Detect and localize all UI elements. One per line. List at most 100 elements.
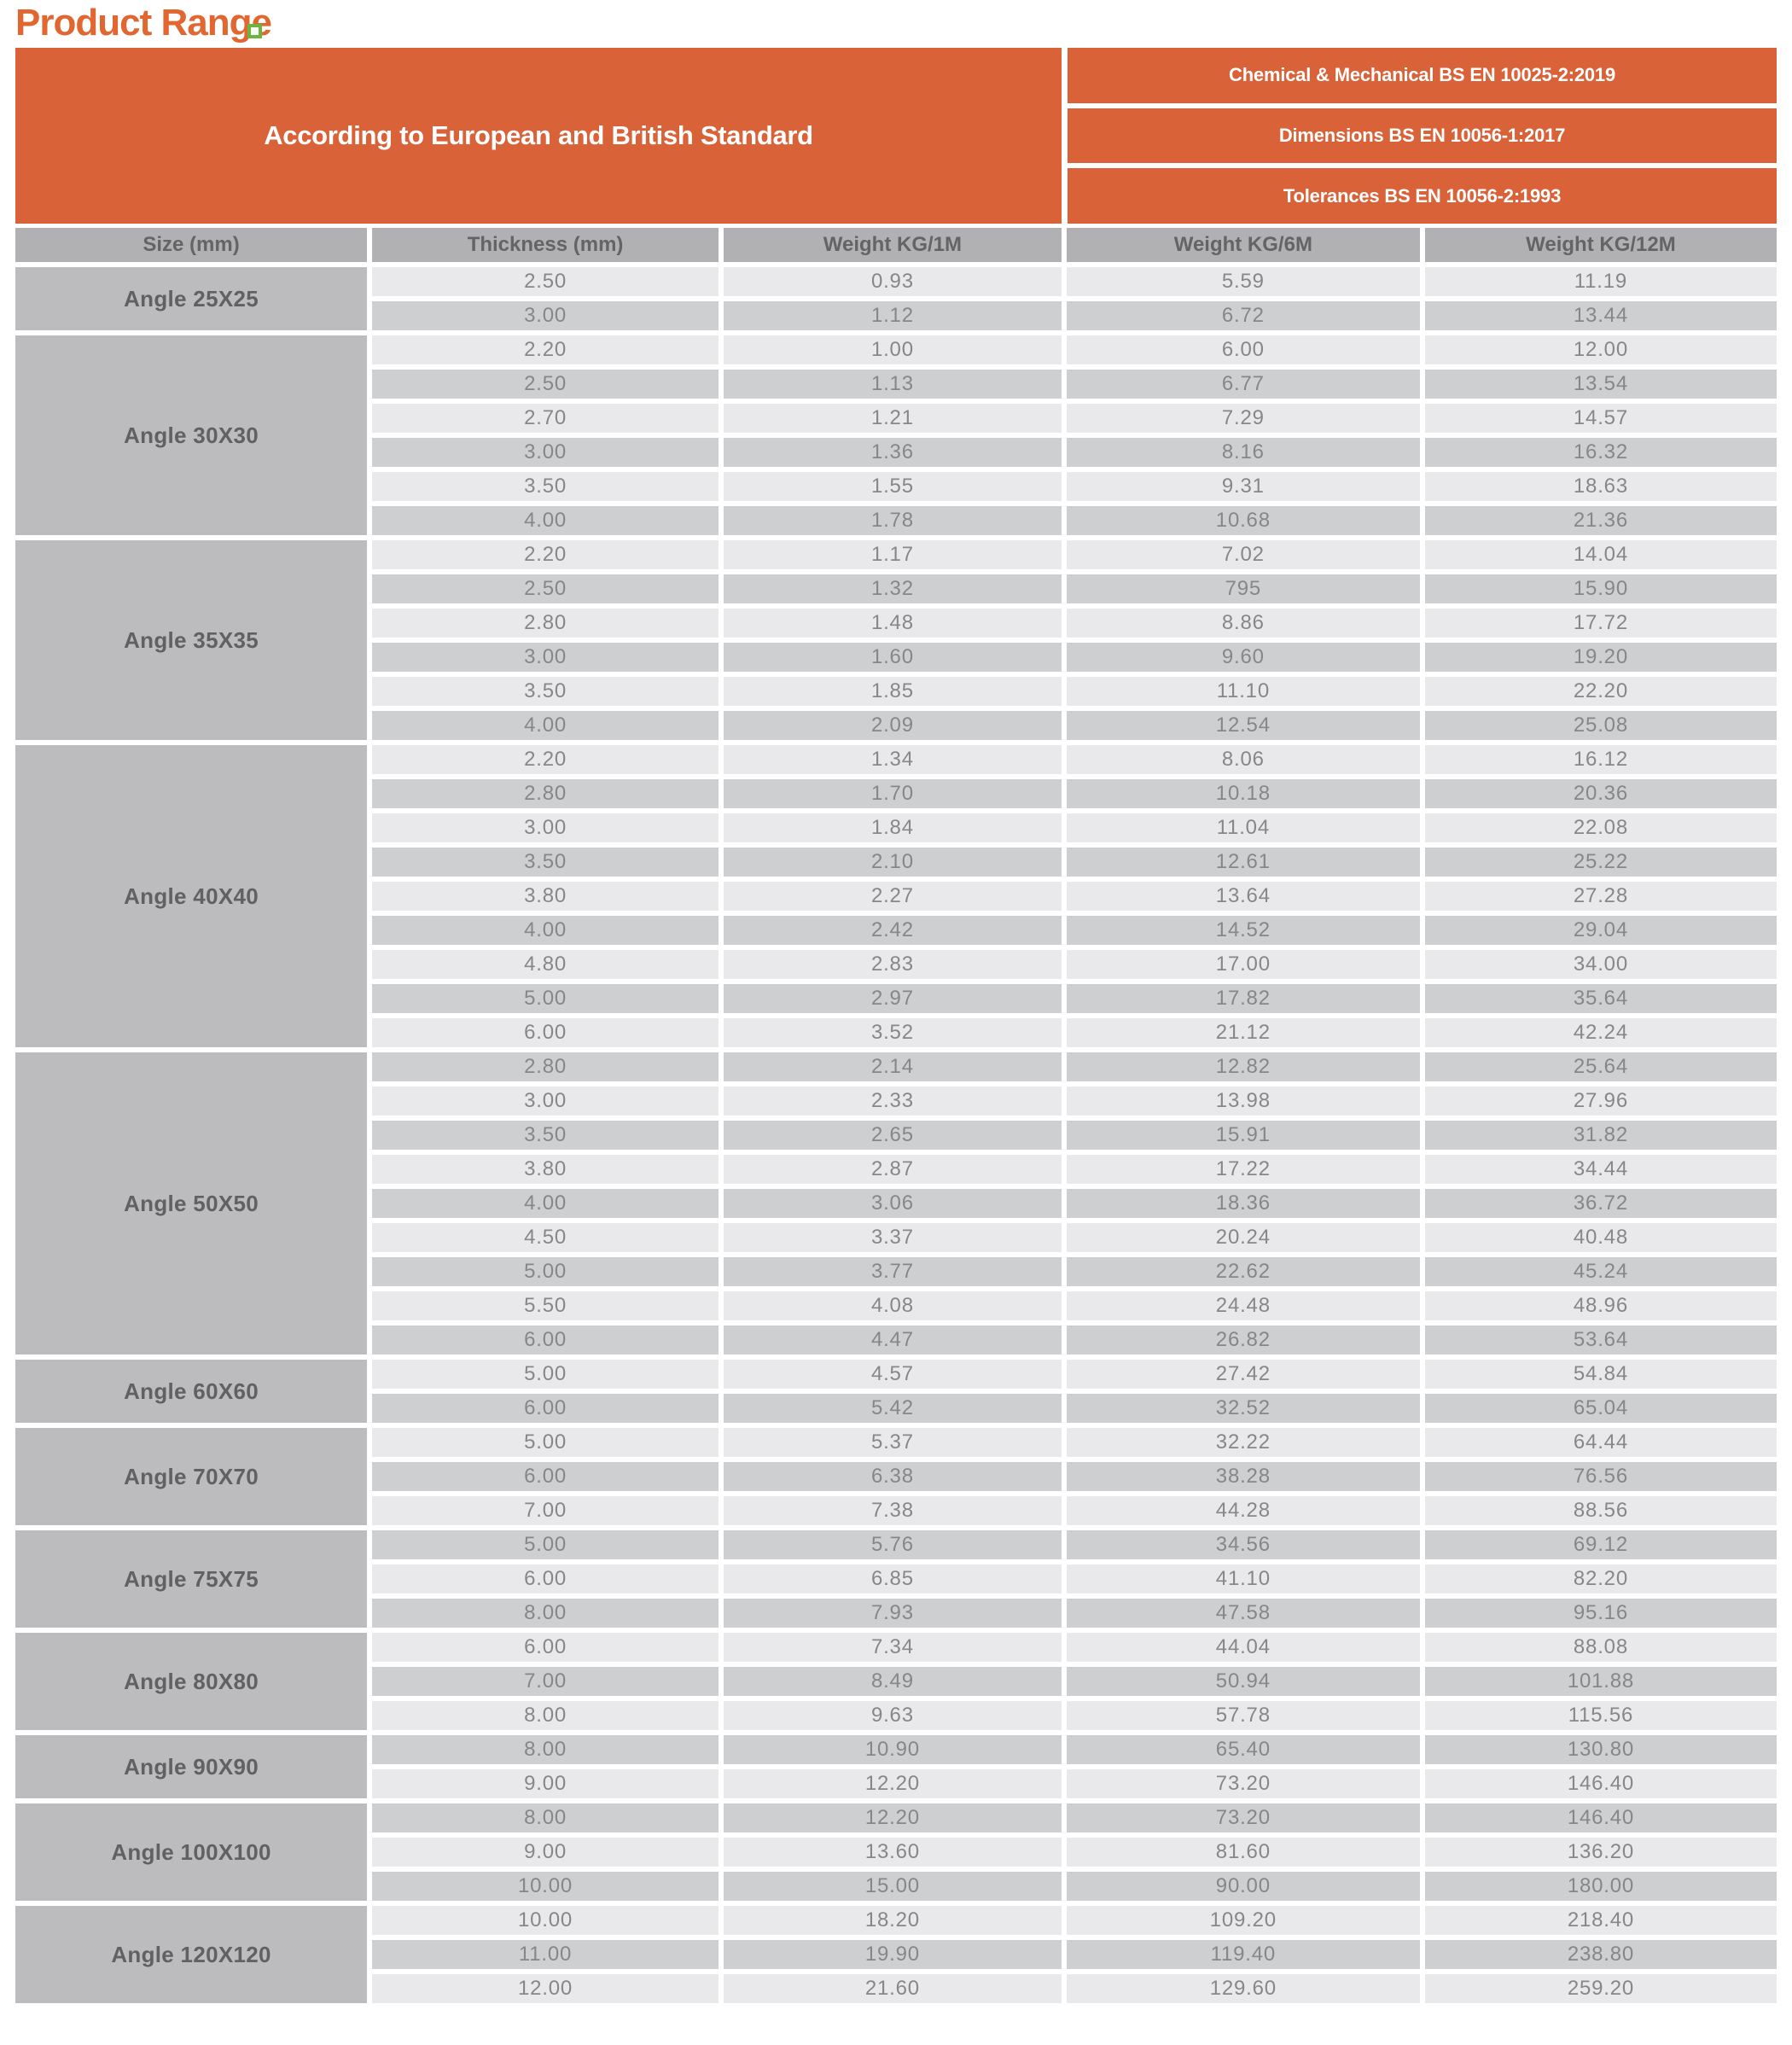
weight-1m-cell: 2.65: [724, 1121, 1062, 1150]
thickness-cell: 9.00: [372, 1769, 719, 1798]
thickness-cell: 5.00: [372, 984, 719, 1013]
weight-1m-cell: 1.70: [724, 779, 1062, 808]
table-row: 12.00 21.60 129.60 259.20: [15, 1974, 1777, 2003]
weight-12m-cell: 15.90: [1424, 574, 1777, 603]
weight-6m-cell: 10.18: [1066, 779, 1420, 808]
table-row: 2.70 1.21 7.29 14.57: [15, 404, 1777, 433]
weight-6m-cell: 109.20: [1066, 1906, 1420, 1935]
column-header-thickness: Thickness (mm): [372, 228, 719, 262]
thickness-cell: 2.80: [372, 1052, 719, 1081]
table-row: Angle 35X35 2.20 1.17 7.02 14.04: [15, 540, 1777, 740]
weight-1m-cell: 6.85: [724, 1564, 1062, 1593]
table-row: 6.00 4.47 26.82 53.64: [15, 1325, 1777, 1355]
weight-1m-cell: 1.85: [724, 677, 1062, 706]
size-group-cell: Angle 80X80: [15, 1633, 368, 1730]
weight-12m-cell: 146.40: [1424, 1803, 1777, 1832]
table-row: 6.00 6.85 41.10 82.20: [15, 1564, 1777, 1593]
table-row: Angle 80X80 6.00 7.34 44.04 88.08: [15, 1633, 1777, 1730]
table-row: 2.50 1.13 6.77 13.54: [15, 370, 1777, 399]
weight-6m-cell: 65.40: [1066, 1735, 1420, 1764]
weight-6m-cell: 11.10: [1066, 677, 1420, 706]
weight-1m-cell: 1.36: [724, 438, 1062, 467]
weight-6m-cell: 9.31: [1066, 472, 1420, 501]
weight-6m-cell: 47.58: [1066, 1599, 1420, 1628]
column-header-row: Size (mm) Thickness (mm) Weight KG/1M We…: [15, 228, 1777, 262]
weight-6m-cell: 8.86: [1066, 609, 1420, 638]
weight-6m-cell: 44.04: [1066, 1633, 1420, 1662]
weight-1m-cell: 5.37: [724, 1428, 1062, 1457]
weight-1m-cell: 0.93: [724, 267, 1062, 296]
weight-1m-cell: 1.21: [724, 404, 1062, 433]
standards-list: Chemical & Mechanical BS EN 10025-2:2019…: [1068, 48, 1777, 224]
table-row: 3.00 2.33 13.98 27.96: [15, 1087, 1777, 1116]
weight-12m-cell: 16.12: [1424, 745, 1777, 774]
weight-1m-cell: 1.13: [724, 370, 1062, 399]
weight-6m-cell: 8.06: [1066, 745, 1420, 774]
thickness-cell: 9.00: [372, 1838, 719, 1867]
weight-12m-cell: 25.22: [1424, 848, 1777, 877]
thickness-cell: 3.50: [372, 472, 719, 501]
weight-12m-cell: 19.20: [1424, 643, 1777, 672]
table-row: Angle 100X100 8.00 12.20 73.20 146.40: [15, 1803, 1777, 1901]
weight-6m-cell: 32.52: [1066, 1394, 1420, 1423]
thickness-cell: 7.00: [372, 1496, 719, 1525]
weight-1m-cell: 7.34: [724, 1633, 1062, 1662]
weight-1m-cell: 7.38: [724, 1496, 1062, 1525]
weight-12m-cell: 13.44: [1424, 301, 1777, 330]
weight-1m-cell: 9.63: [724, 1701, 1062, 1730]
weight-1m-cell: 1.32: [724, 574, 1062, 603]
table-row: 5.00 3.77 22.62 45.24: [15, 1257, 1777, 1286]
table-row: Angle 40X40 2.20 1.34 8.06 16.12: [15, 745, 1777, 1047]
weight-1m-cell: 2.42: [724, 916, 1062, 945]
weight-1m-cell: 1.60: [724, 643, 1062, 672]
table-row: Angle 75X75 5.00 5.76 34.56 69.12: [15, 1530, 1777, 1628]
weight-6m-cell: 10.68: [1066, 506, 1420, 535]
weight-6m-cell: 12.82: [1066, 1052, 1420, 1081]
thickness-cell: 6.00: [372, 1018, 719, 1047]
standard-row-dimensions: Dimensions BS EN 10056-1:2017: [1068, 108, 1777, 164]
size-group-cell: Angle 90X90: [15, 1735, 368, 1798]
weight-1m-cell: 3.52: [724, 1018, 1062, 1047]
weight-1m-cell: 4.47: [724, 1325, 1062, 1355]
table-header-banner: According to European and British Standa…: [15, 48, 1777, 224]
thickness-cell: 2.80: [372, 609, 719, 638]
weight-12m-cell: 65.04: [1424, 1394, 1777, 1423]
thickness-cell: 2.20: [372, 335, 719, 364]
weight-12m-cell: 34.44: [1424, 1155, 1777, 1184]
weight-12m-cell: 14.04: [1424, 540, 1777, 569]
weight-6m-cell: 13.64: [1066, 882, 1420, 911]
size-group-cell: Angle 100X100: [15, 1803, 368, 1901]
weight-12m-cell: 42.24: [1424, 1018, 1777, 1047]
thickness-cell: 4.50: [372, 1223, 719, 1252]
weight-6m-cell: 50.94: [1066, 1667, 1420, 1696]
table-row: 3.00 1.36 8.16 16.32: [15, 438, 1777, 467]
table-row: 3.00 1.12 6.72 13.44: [15, 301, 1777, 330]
table-row: Angle 30X30 2.20 1.00 6.00 12.00: [15, 335, 1777, 535]
weight-1m-cell: 8.49: [724, 1667, 1062, 1696]
size-group-cell: Angle 70X70: [15, 1428, 368, 1525]
weight-1m-cell: 1.00: [724, 335, 1062, 364]
table-row: 4.00 2.09 12.54 25.08: [15, 711, 1777, 740]
table-row: 3.00 1.84 11.04 22.08: [15, 813, 1777, 842]
green-square-icon: [247, 24, 262, 38]
weight-12m-cell: 35.64: [1424, 984, 1777, 1013]
thickness-cell: 3.00: [372, 301, 719, 330]
weight-6m-cell: 38.28: [1066, 1462, 1420, 1491]
weight-12m-cell: 95.16: [1424, 1599, 1777, 1628]
weight-12m-cell: 54.84: [1424, 1360, 1777, 1389]
thickness-cell: 2.20: [372, 745, 719, 774]
thickness-cell: 6.00: [372, 1325, 719, 1355]
weight-12m-cell: 238.80: [1424, 1940, 1777, 1969]
weight-1m-cell: 4.08: [724, 1291, 1062, 1320]
weight-1m-cell: 13.60: [724, 1838, 1062, 1867]
weight-6m-cell: 17.22: [1066, 1155, 1420, 1184]
thickness-cell: 6.00: [372, 1462, 719, 1491]
product-table: Size (mm) Thickness (mm) Weight KG/1M We…: [15, 228, 1777, 2003]
table-row: 3.50 2.65 15.91 31.82: [15, 1121, 1777, 1150]
table-row: 6.00 3.52 21.12 42.24: [15, 1018, 1777, 1047]
weight-1m-cell: 1.48: [724, 609, 1062, 638]
weight-12m-cell: 27.96: [1424, 1087, 1777, 1116]
weight-6m-cell: 795: [1066, 574, 1420, 603]
standard-row-chemical: Chemical & Mechanical BS EN 10025-2:2019: [1068, 48, 1777, 103]
weight-1m-cell: 3.77: [724, 1257, 1062, 1286]
